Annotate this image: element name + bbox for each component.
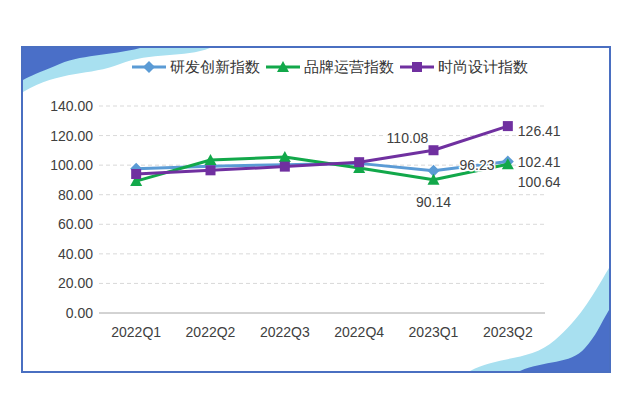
y-tick-label: 40.00 xyxy=(58,246,93,262)
y-tick-label: 100.00 xyxy=(50,157,93,173)
series-line xyxy=(136,126,508,174)
data-label: 90.14 xyxy=(416,194,451,210)
data-label: 102.41 xyxy=(518,154,561,170)
chart-root: 0.00 20.00 40.00 60.00 80.00 100.00 120.00 140.… xyxy=(0,0,633,394)
marker xyxy=(428,174,440,185)
grid-line xyxy=(99,106,545,107)
background xyxy=(0,0,633,394)
x-tick-label: 2023Q2 xyxy=(483,324,533,340)
y-tick-label: 20.00 xyxy=(58,275,93,291)
legend-item: 品牌运营指数 xyxy=(266,59,394,75)
series-line xyxy=(136,157,508,181)
x-tick-label: 2022Q4 xyxy=(334,324,384,340)
frame xyxy=(22,47,610,372)
data-label: 126.41 xyxy=(518,123,561,139)
marker xyxy=(280,162,290,172)
decor-wave xyxy=(23,48,140,80)
y-tick-label: 120.00 xyxy=(50,128,93,144)
grid-line xyxy=(99,224,545,225)
x-tick-label: 2022Q2 xyxy=(186,324,236,340)
legend-item: 研发创新指数 xyxy=(132,59,260,75)
marker xyxy=(429,145,439,155)
legend-label: 时尚设计指数 xyxy=(438,59,528,75)
grid-line xyxy=(99,253,545,254)
decor-wave xyxy=(520,310,609,371)
legend-label: 研发创新指数 xyxy=(170,59,260,75)
marker xyxy=(503,121,513,131)
marker xyxy=(131,169,141,179)
x-tick-label: 2022Q3 xyxy=(260,324,310,340)
marker xyxy=(206,165,216,175)
data-label: 96.23 xyxy=(460,157,495,173)
marker xyxy=(279,151,291,162)
y-tick-label: 0.00 xyxy=(66,305,93,321)
x-axis-line xyxy=(99,313,545,314)
y-tick-label: 140.00 xyxy=(50,98,93,114)
decor-wave xyxy=(470,268,609,371)
x-tick-label: 2022Q1 xyxy=(111,324,161,340)
legend: 研发创新指数 品牌运营指数 时尚设计指数 xyxy=(132,59,528,75)
marker xyxy=(354,157,364,167)
y-tick-label: 80.00 xyxy=(58,187,93,203)
legend-label: 品牌运营指数 xyxy=(304,59,394,75)
plot-area xyxy=(130,121,514,186)
grid-line xyxy=(99,283,545,284)
y-tick-label: 60.00 xyxy=(58,216,93,232)
legend-marker xyxy=(277,61,289,72)
legend-marker xyxy=(412,62,422,72)
data-label: 100.64 xyxy=(518,174,561,190)
marker xyxy=(205,154,217,165)
grid-line xyxy=(99,194,545,195)
x-tick-label: 2023Q1 xyxy=(409,324,459,340)
legend-marker xyxy=(143,61,155,73)
marker xyxy=(502,158,514,169)
data-label: 110.08 xyxy=(387,130,429,146)
legend-item: 时尚设计指数 xyxy=(400,59,528,75)
